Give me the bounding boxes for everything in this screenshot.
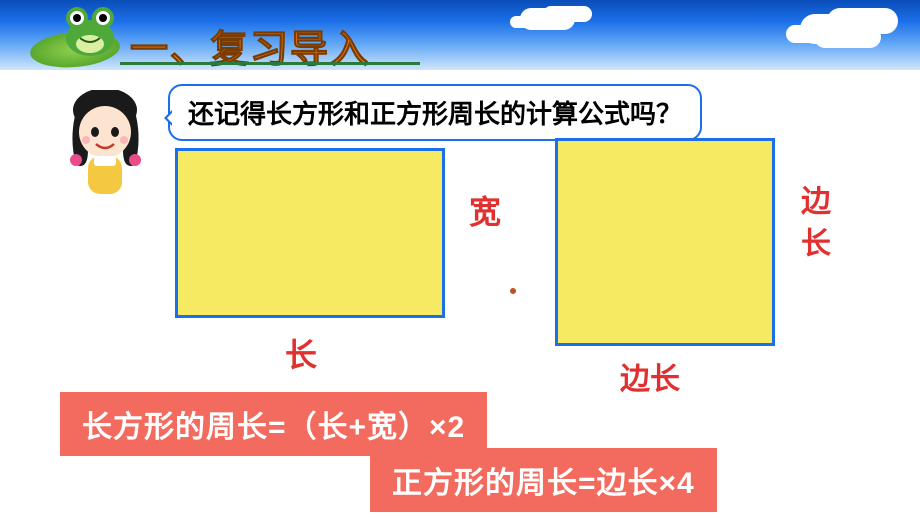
cloud-decoration (800, 14, 875, 44)
center-dot (510, 288, 516, 294)
label-width: 宽 (460, 195, 506, 239)
label-side-vertical: 边长 (790, 185, 834, 269)
title-underline (120, 62, 420, 65)
girl-avatar (58, 90, 153, 200)
label-length: 长 (285, 330, 317, 376)
cloud-decoration (520, 8, 575, 30)
formula-square: 正方形的周长=边长×4 (370, 448, 717, 512)
formula-rectangle-text: 长方形的周长=（长+宽）×2 (82, 411, 465, 444)
square-shape (555, 138, 775, 346)
label-side-horizontal: 边长 (620, 354, 680, 398)
speech-bubble: 还记得长方形和正方形周长的计算公式吗？ (168, 84, 702, 141)
frog-icon (55, 0, 125, 60)
formula-rectangle: 长方形的周长=（长+宽）×2 (60, 392, 487, 456)
formula-square-text: 正方形的周长=边长×4 (392, 467, 695, 500)
rectangle-shape (175, 148, 445, 318)
speech-text: 还记得长方形和正方形周长的计算公式吗？ (188, 99, 682, 129)
